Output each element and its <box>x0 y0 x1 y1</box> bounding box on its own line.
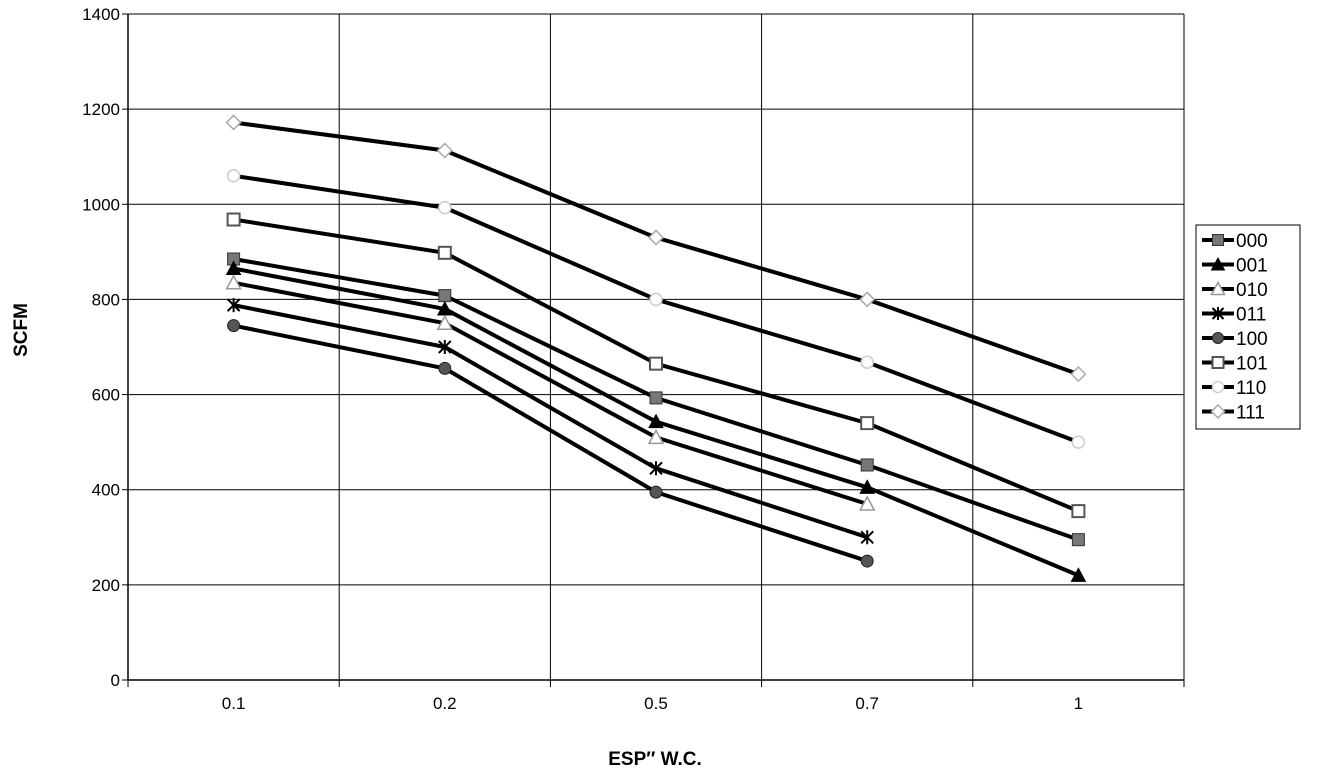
legend-item: 111 <box>1202 403 1265 424</box>
legend-item: 100 <box>1202 329 1268 350</box>
legend-marker <box>1210 256 1226 271</box>
data-point <box>438 340 452 354</box>
legend-item: 000 <box>1202 231 1268 252</box>
legend-label: 100 <box>1236 329 1268 350</box>
x-tick-label: 0.7 <box>855 694 879 713</box>
legend-label: 101 <box>1236 354 1268 375</box>
axes: 0 200 400 600 800 1000 1200 1400 0.1 0.2 0.5 0.7 1 <box>82 5 1185 713</box>
data-point <box>860 355 874 369</box>
data-point <box>647 229 665 246</box>
data-point <box>647 428 665 445</box>
legend-item: 010 <box>1202 280 1268 301</box>
legend-marker <box>1211 380 1225 394</box>
x-tick-label: 0.2 <box>433 694 457 713</box>
legend-marker <box>1210 280 1226 296</box>
data-point <box>859 479 876 494</box>
series-110 <box>226 168 1086 449</box>
x-axis-title: ESP″ W.C. <box>608 749 702 770</box>
data-point <box>438 289 452 303</box>
y-tick-label: 800 <box>92 290 120 309</box>
legend-marker <box>1210 403 1226 420</box>
y-axis-title: SCFM <box>11 303 32 357</box>
y-tick-label: 1200 <box>82 100 120 119</box>
data-point <box>1071 504 1086 519</box>
series-011 <box>226 298 874 545</box>
data-point <box>1070 567 1087 582</box>
data-point <box>649 391 663 405</box>
legend-label: 011 <box>1236 305 1266 326</box>
y-tick-label: 1400 <box>82 5 120 24</box>
data-point <box>438 361 452 375</box>
data-point <box>649 461 663 476</box>
y-tick-label: 200 <box>92 576 120 595</box>
series-101 <box>226 212 1086 519</box>
data-point <box>860 458 874 472</box>
data-point <box>436 314 454 330</box>
data-point <box>648 413 664 429</box>
data-point <box>649 292 663 307</box>
y-tick-label: 0 <box>111 671 120 690</box>
data-point <box>860 554 874 568</box>
legend-item: 101 <box>1202 354 1268 375</box>
data-point <box>438 200 452 215</box>
data-point <box>225 274 242 290</box>
data-point <box>437 245 452 260</box>
legend-marker <box>1211 307 1225 320</box>
data-point <box>1071 533 1085 547</box>
data-point <box>858 495 876 511</box>
data-point <box>1071 435 1086 449</box>
y-tick-label: 600 <box>92 386 120 405</box>
series-000 <box>227 252 1085 547</box>
legend-item: 011 <box>1202 305 1266 326</box>
x-tick-label: 0.5 <box>644 694 668 713</box>
grid <box>127 13 1185 681</box>
x-tick-label: 1 <box>1074 694 1083 713</box>
legend-item: 110 <box>1202 378 1266 399</box>
series-100 <box>227 319 874 568</box>
legend-item: 001 <box>1202 256 1268 277</box>
legend-marker <box>1212 234 1224 246</box>
data-point <box>1070 366 1087 383</box>
data-point <box>436 142 453 159</box>
series-line <box>233 120 1080 377</box>
data-point <box>649 485 663 499</box>
data-point <box>860 416 875 431</box>
x-tick-label: 0.1 <box>222 694 246 713</box>
legend-box <box>1195 224 1301 430</box>
y-tick-label: 1000 <box>82 195 120 214</box>
legend-label: 001 <box>1236 256 1268 277</box>
series-line <box>233 303 868 540</box>
legend-label: 000 <box>1236 231 1268 252</box>
data-point <box>226 168 241 183</box>
legend-marker <box>1211 356 1225 369</box>
data-point <box>227 319 241 333</box>
data-point <box>226 212 241 227</box>
series-layer <box>225 114 1087 582</box>
legend-label: 111 <box>1236 403 1265 424</box>
series-111 <box>225 114 1087 383</box>
legend-label: 010 <box>1236 280 1268 301</box>
data-point <box>860 530 874 545</box>
data-point <box>859 291 876 308</box>
y-tick-label: 400 <box>92 481 120 500</box>
data-point <box>225 114 242 131</box>
legend: 000 001 010 011 100 101 110 111 <box>1195 224 1301 430</box>
series-line <box>233 280 868 506</box>
series-010 <box>225 274 876 511</box>
data-point <box>649 356 663 371</box>
legend-label: 110 <box>1236 378 1266 399</box>
series-line <box>233 323 868 563</box>
legend-marker <box>1212 332 1224 344</box>
series-001 <box>225 260 1087 582</box>
data-point <box>226 298 241 313</box>
